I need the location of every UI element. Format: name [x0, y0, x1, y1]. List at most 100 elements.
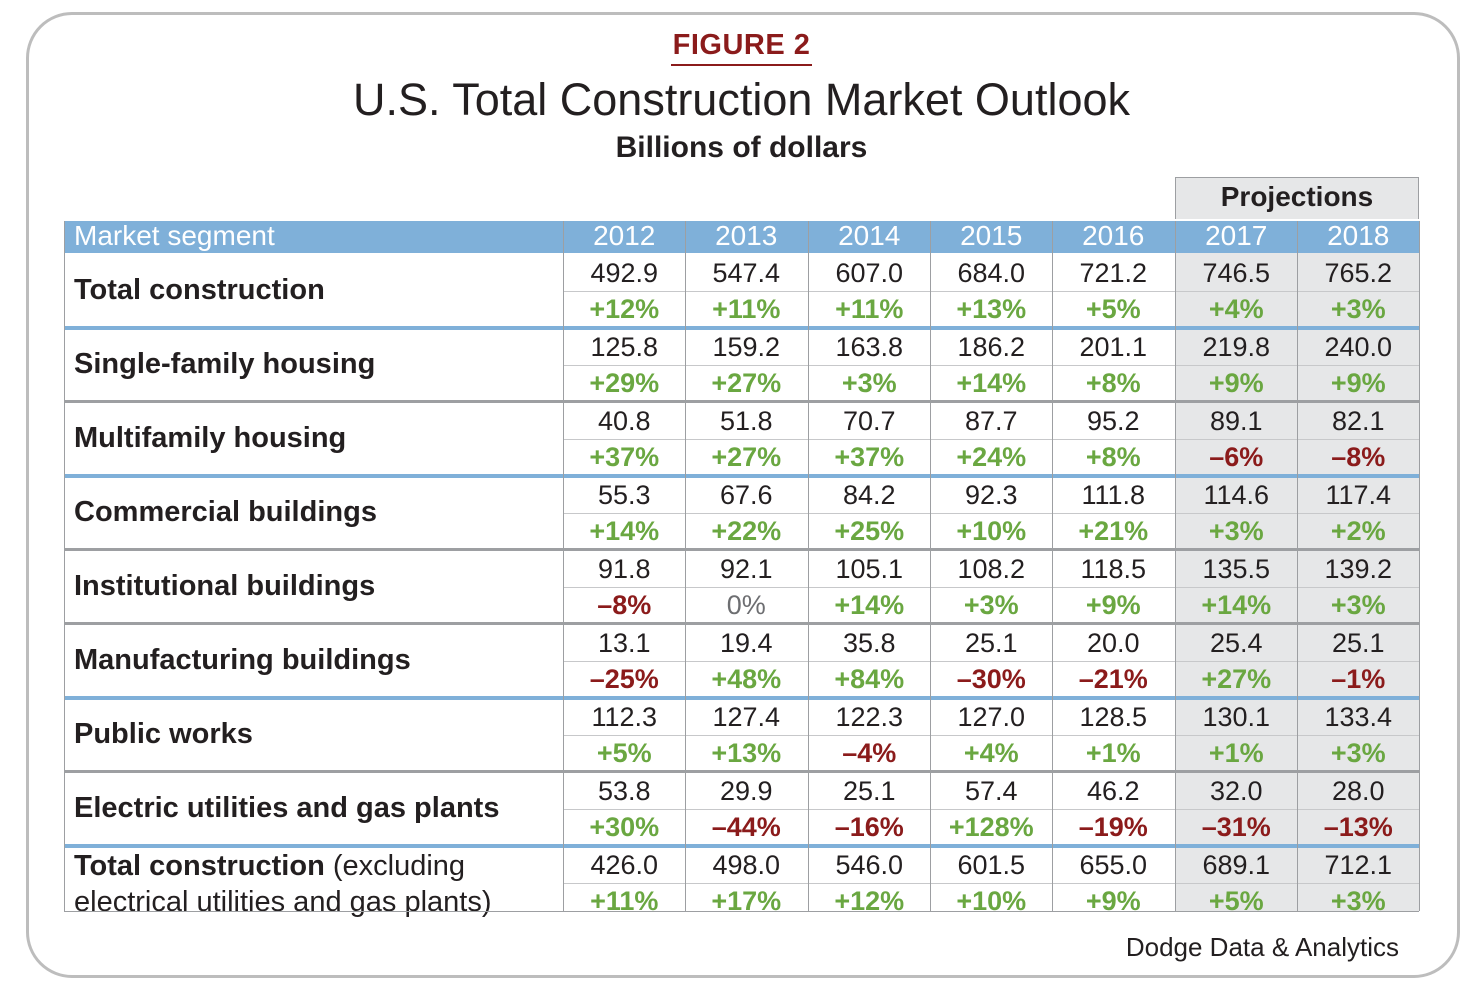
- source-credit: Dodge Data & Analytics: [1125, 932, 1399, 962]
- value-cell: 108.2: [957, 554, 1026, 584]
- change-cell: +48%: [711, 664, 782, 694]
- header-year-2013: 2013: [715, 220, 778, 251]
- value-cell: 127.0: [957, 702, 1026, 732]
- header-year-2014: 2014: [838, 220, 901, 251]
- value-cell: 40.8: [597, 406, 651, 436]
- value-cell: 112.3: [591, 702, 658, 732]
- segment-label: Single-family housing: [74, 348, 376, 380]
- value-cell: 712.1: [1324, 850, 1393, 880]
- inner-divider: [563, 661, 1419, 662]
- value-cell: 92.3: [964, 480, 1018, 510]
- change-cell: +1%: [1208, 738, 1264, 768]
- value-cell: 492.9: [590, 258, 659, 288]
- change-cell: +128%: [948, 812, 1034, 842]
- change-cell: +5%: [596, 738, 652, 768]
- change-cell: +9%: [1085, 590, 1141, 620]
- inner-divider: [563, 291, 1419, 292]
- change-cell: –13%: [1323, 812, 1393, 842]
- segment-label: Manufacturing buildings: [74, 644, 411, 676]
- change-cell: +14%: [1201, 590, 1272, 620]
- segment-label: Electric utilities and gas plants: [74, 792, 500, 824]
- value-cell: 51.8: [719, 406, 773, 436]
- change-cell: –44%: [711, 812, 781, 842]
- inner-divider: [563, 513, 1419, 514]
- change-cell: +5%: [1208, 886, 1264, 916]
- value-cell: 133.4: [1324, 702, 1393, 732]
- header-bar: [64, 221, 1419, 253]
- segment-note: (excluding electrical utilities and gas …: [74, 850, 492, 918]
- change-cell: –25%: [589, 664, 659, 694]
- value-cell: 219.8: [1202, 332, 1271, 362]
- value-cell: 163.8: [835, 332, 904, 362]
- column-divider: [1175, 221, 1176, 911]
- change-cell: +1%: [1085, 738, 1141, 768]
- inner-divider: [563, 439, 1419, 440]
- row-separator-blue: [64, 474, 1419, 478]
- value-cell: 29.9: [719, 776, 773, 806]
- row-separator: [64, 400, 1419, 403]
- value-cell: 105.1: [835, 554, 904, 584]
- change-cell: +21%: [1078, 516, 1149, 546]
- change-cell: +13%: [956, 294, 1027, 324]
- value-cell: 546.0: [835, 850, 904, 880]
- value-cell: 426.0: [590, 850, 659, 880]
- value-cell: 684.0: [957, 258, 1026, 288]
- change-cell: +5%: [1085, 294, 1141, 324]
- value-cell: 46.2: [1086, 776, 1140, 806]
- change-cell: +11%: [712, 294, 781, 324]
- column-divider: [563, 221, 564, 911]
- change-cell: +9%: [1330, 368, 1386, 398]
- change-cell: +10%: [956, 516, 1027, 546]
- change-cell: –6%: [1209, 442, 1264, 472]
- change-cell: +84%: [834, 664, 905, 694]
- change-cell: +29%: [589, 368, 660, 398]
- value-cell: 159.2: [712, 332, 781, 362]
- value-cell: 125.8: [590, 332, 659, 362]
- change-cell: +8%: [1085, 442, 1141, 472]
- change-cell: +10%: [956, 886, 1027, 916]
- inner-divider: [563, 365, 1419, 366]
- value-cell: 655.0: [1079, 850, 1148, 880]
- value-cell: 114.6: [1203, 480, 1270, 510]
- value-cell: 35.8: [842, 628, 896, 658]
- value-cell: 547.4: [712, 258, 781, 288]
- segment-label-total-excluding: Total construction (excluding electrical…: [74, 848, 554, 920]
- figure-frame: [26, 12, 1460, 978]
- value-cell: 25.1: [1331, 628, 1385, 658]
- row-separator-blue: [64, 326, 1419, 330]
- change-cell: +3%: [1330, 738, 1386, 768]
- value-cell: 87.7: [964, 406, 1018, 436]
- change-cell: +9%: [1085, 886, 1141, 916]
- value-cell: 607.0: [835, 258, 904, 288]
- change-cell: +12%: [834, 886, 905, 916]
- change-cell: +3%: [1330, 294, 1386, 324]
- change-cell: +9%: [1208, 368, 1264, 398]
- change-cell: +27%: [1201, 664, 1272, 694]
- change-cell: –31%: [1201, 812, 1271, 842]
- segment-label: Public works: [74, 718, 253, 750]
- change-cell: +22%: [711, 516, 782, 546]
- column-divider: [64, 221, 65, 911]
- change-cell: 0%: [726, 590, 766, 620]
- table-bottom-line: [64, 911, 1419, 912]
- value-cell: 117.4: [1325, 480, 1392, 510]
- value-cell: 201.1: [1079, 332, 1148, 362]
- change-cell: +27%: [711, 442, 782, 472]
- value-cell: 55.3: [597, 480, 651, 510]
- change-cell: –30%: [956, 664, 1026, 694]
- segment-label: Institutional buildings: [74, 570, 376, 602]
- value-cell: 57.4: [964, 776, 1018, 806]
- value-cell: 186.2: [957, 332, 1026, 362]
- change-cell: +14%: [834, 590, 905, 620]
- value-cell: 53.8: [597, 776, 651, 806]
- column-divider: [1419, 221, 1420, 911]
- change-cell: +4%: [963, 738, 1019, 768]
- change-cell: +14%: [589, 516, 660, 546]
- change-cell: –19%: [1078, 812, 1148, 842]
- value-cell: 122.3: [835, 702, 904, 732]
- value-cell: 601.5: [957, 850, 1026, 880]
- value-cell: 765.2: [1324, 258, 1393, 288]
- value-cell: 92.1: [719, 554, 773, 584]
- inner-divider: [563, 883, 1419, 884]
- change-cell: –8%: [597, 590, 652, 620]
